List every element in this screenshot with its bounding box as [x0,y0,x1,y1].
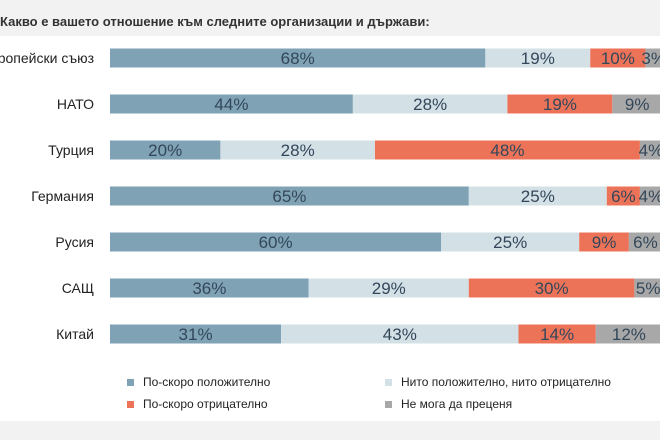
data-label: 28% [281,141,315,160]
data-label: 20% [148,141,182,160]
bar-segment [518,324,596,344]
data-label: 65% [272,187,306,206]
bar-segment [645,48,660,68]
data-label: 4% [639,141,660,160]
legend: По-скоро положително Нито положително, ни… [127,375,611,411]
category-label: Турция [48,142,94,158]
bar-segment [110,48,486,68]
bar-segment [485,48,591,68]
legend-swatch [127,401,134,408]
category-label: Европейски съюз [0,50,94,66]
bar-segment [628,232,660,252]
data-label: 9% [625,95,650,114]
data-label: 4% [639,187,660,206]
bar-segment [606,186,640,206]
chart-title: Какво е вашето отношение към следните ор… [0,14,430,29]
data-label: 31% [179,325,213,344]
bar-segment [634,278,660,298]
data-label: 3% [641,49,660,68]
legend-label: Нито положително, нито отрицателно [401,375,611,389]
category-label: Китай [56,326,94,342]
bar-segment [507,94,613,114]
bar-segment [110,324,282,344]
data-label: 43% [383,325,417,344]
data-label: 30% [535,279,569,298]
bar-segment [579,232,629,252]
data-label: 60% [259,233,293,252]
data-label: 68% [281,49,315,68]
bar-segment [595,324,660,344]
bar-segment [612,94,660,114]
data-label: 44% [214,95,248,114]
bars-layer: 68% 19% 10% 3% 44% 28% 19% 9% 20% 28% 48% 4% 65% 25% 6… [110,48,660,344]
bar-segment [590,48,646,68]
data-label: 36% [192,279,226,298]
bar-segment [110,140,221,160]
data-label: 6% [633,233,658,252]
data-label: 12% [612,325,646,344]
bar-segment [110,278,309,298]
bar-segment [639,140,660,160]
category-labels: Европейски съюз НАТО Турция Германия Русия СА… [0,50,94,342]
data-label: 19% [521,49,555,68]
data-label: 25% [493,233,527,252]
data-label: 9% [592,233,617,252]
bar-segment [281,324,519,344]
data-label: 5% [636,279,660,298]
category-label: САЩ [62,280,94,296]
bar-segment [639,186,660,206]
legend-label: По-скоро отрицателно [143,397,268,411]
bar-segment [220,140,375,160]
legend-swatch [385,379,392,386]
legend-swatch [127,379,134,386]
bar-segment [468,186,607,206]
legend-label: По-скоро положително [143,375,271,389]
category-label: Русия [55,234,94,250]
data-label: 25% [521,187,555,206]
bar-segment [110,94,353,114]
category-label: НАТО [57,96,94,112]
data-label: 28% [413,95,447,114]
legend-label: Не мога да преценя [401,397,512,411]
bar-segment [110,232,442,252]
legend-swatch [385,401,392,408]
bar-segment [110,186,469,206]
data-label: 10% [601,49,635,68]
bar-segment [468,278,635,298]
bar-segment [308,278,469,298]
bar-segment [374,140,640,160]
data-label: 14% [540,325,574,344]
data-label: 6% [611,187,636,206]
category-label: Германия [31,188,94,204]
bar-segment [441,232,580,252]
data-label: 19% [543,95,577,114]
data-label: 48% [490,141,524,160]
bar-segment [352,94,508,114]
data-label: 29% [372,279,406,298]
